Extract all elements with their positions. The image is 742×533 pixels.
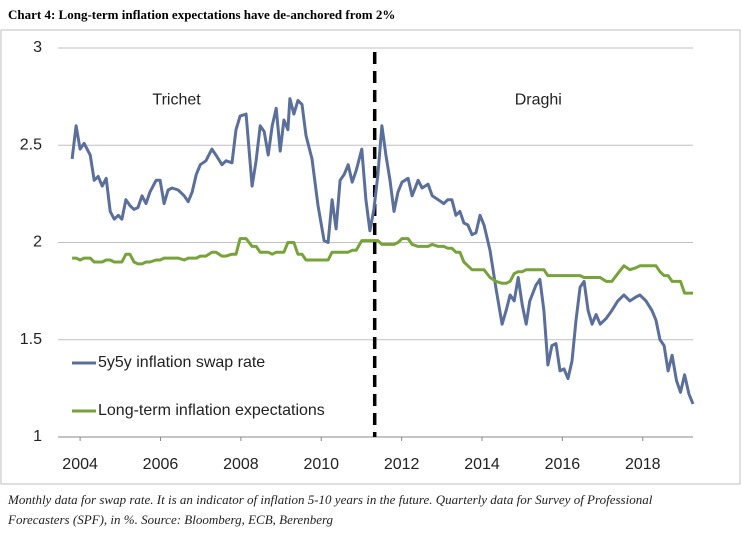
legend-label: Long-term inflation expectations [98, 402, 325, 419]
y-tick-label: 1.5 [20, 331, 42, 348]
x-tick-label: 2006 [143, 456, 179, 473]
annotation: Trichet [152, 92, 201, 109]
footnote: Monthly data for swap rate. It is an ind… [8, 492, 653, 527]
x-tick-label: 2008 [223, 456, 259, 473]
chart: Chart 4: Long-term inflation expectation… [0, 7, 741, 485]
chart-frame [0, 29, 741, 485]
y-tick-label: 2 [33, 234, 42, 251]
x-tick-label: 2012 [384, 456, 420, 473]
x-tick-label: 2014 [464, 456, 500, 473]
y-tick-label: 2.5 [20, 136, 42, 153]
chart-title: Chart 4: Long-term inflation expectation… [8, 7, 395, 22]
x-tick-label: 2018 [625, 456, 661, 473]
series-line [70, 97, 695, 405]
legend-label: 5y5y inflation swap rate [98, 354, 265, 371]
y-tick-label: 3 [33, 39, 42, 56]
x-tick-label: 2016 [545, 456, 581, 473]
annotation: Draghi [515, 92, 562, 109]
x-tick-label: 2004 [62, 456, 98, 473]
y-tick-label: 1 [33, 428, 42, 445]
series-line [72, 237, 693, 295]
x-tick-label: 2010 [303, 456, 339, 473]
